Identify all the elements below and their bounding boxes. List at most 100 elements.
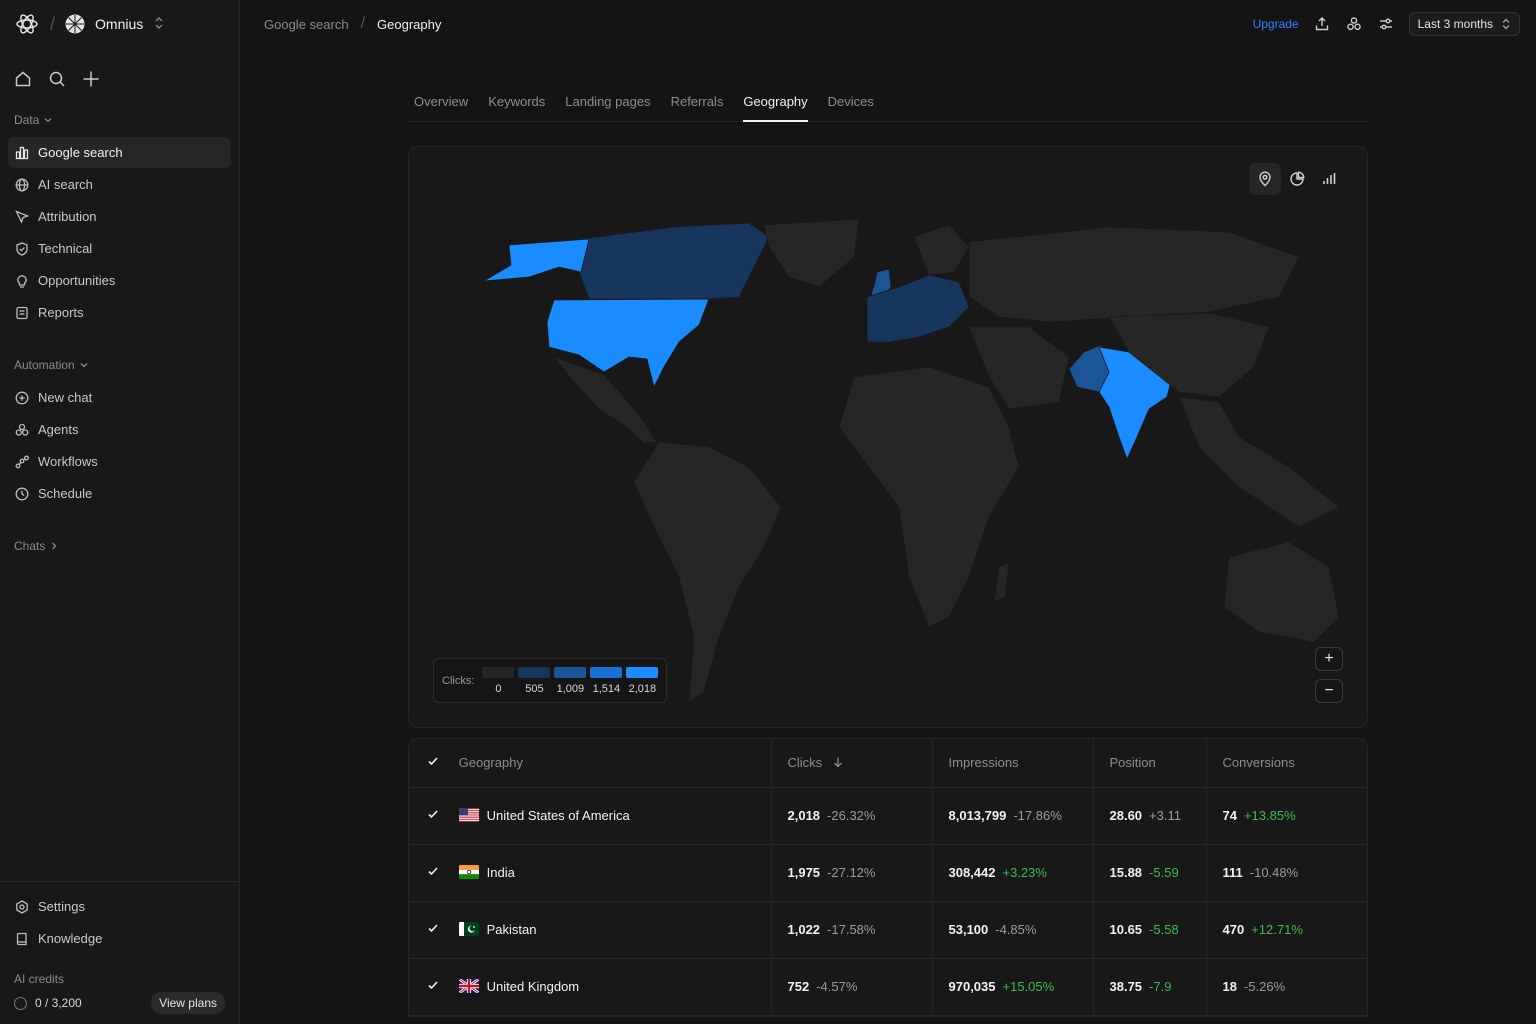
chats-section-header[interactable]: Chats — [0, 536, 239, 556]
data-section-header[interactable]: Data — [0, 110, 239, 130]
pie-chart-icon[interactable] — [1281, 163, 1313, 195]
sidebar-item-workflows[interactable]: Workflows — [8, 446, 231, 477]
map-canada — [558, 222, 770, 300]
sidebar-item-schedule[interactable]: Schedule — [8, 478, 231, 509]
map-pin-icon[interactable] — [1249, 163, 1281, 195]
sidebar-item-opportunities[interactable]: Opportunities — [8, 265, 231, 296]
legend-swatch — [626, 666, 659, 678]
impressions-header-label: Impressions — [948, 755, 1019, 771]
row-checkbox[interactable] — [427, 979, 441, 991]
table-row[interactable]: United States of America 2,018 -26.32% 8,… — [409, 787, 1367, 845]
tab-keywords[interactable]: Keywords — [488, 94, 546, 109]
filter-sliders-icon[interactable] — [1377, 15, 1395, 33]
position-delta: -5.58 — [1149, 922, 1179, 937]
sidebar-item-google-search[interactable]: Google search — [8, 137, 231, 168]
omnius-logo-icon[interactable] — [14, 11, 40, 37]
conversions-value: 470 — [1222, 922, 1245, 937]
geography-header[interactable]: Geography — [409, 739, 771, 788]
sidebar-item-label: Attribution — [38, 209, 97, 224]
position-value: 15.88 — [1109, 865, 1143, 880]
sidebar-item-label: Google search — [38, 145, 123, 160]
table-header-row: Geography Clicks Impressions Position Co… — [409, 739, 1367, 788]
date-range-select[interactable]: Last 3 months — [1408, 12, 1520, 36]
separator: / — [50, 13, 56, 34]
clicks-delta: -26.32% — [827, 808, 876, 823]
map-scandinavia — [913, 224, 970, 276]
position-header[interactable]: Position — [1092, 739, 1206, 788]
sidebar-item-new-chat[interactable]: New chat — [8, 382, 231, 413]
tab-overview[interactable]: Overview — [414, 94, 469, 109]
clicks-delta: -4.57% — [816, 979, 858, 994]
geography-map-card: + − Clicks: 0 505 1,009 1,514 2,018 — [408, 146, 1368, 728]
conversions-header[interactable]: Conversions — [1205, 739, 1367, 788]
workspace-header: / Omnius — [0, 0, 239, 48]
sidebar-item-attribution[interactable]: Attribution — [8, 201, 231, 232]
map-south-america — [633, 441, 782, 703]
main-content: Google search / Geography Upgrade Last 3… — [240, 0, 1536, 1024]
sidebar-item-label: Technical — [38, 241, 93, 256]
map-madagascar — [993, 561, 1010, 603]
bar-chart-icon — [15, 146, 29, 160]
sidebar-item-settings[interactable]: Settings — [8, 891, 231, 922]
clicks-header[interactable]: Clicks — [770, 739, 932, 788]
position-delta: -7.9 — [1149, 979, 1172, 994]
position-value: 10.65 — [1109, 922, 1143, 937]
chevron-down-icon — [44, 118, 52, 123]
tab-devices[interactable]: Devices — [827, 94, 874, 109]
agents-icon[interactable] — [1345, 15, 1363, 33]
row-checkbox[interactable] — [427, 922, 441, 934]
position-value: 28.60 — [1109, 808, 1143, 823]
country-name: United States of America — [486, 808, 630, 823]
geography-header-label: Geography — [458, 755, 523, 771]
legend-value: 0 — [495, 682, 502, 695]
sort-desc-icon — [833, 757, 842, 768]
sidebar: / Omnius Data Google search AI search — [0, 0, 240, 1024]
legend-value: 1,514 — [592, 682, 621, 695]
row-checkbox[interactable] — [427, 808, 441, 820]
sidebar-item-technical[interactable]: Technical — [8, 233, 231, 264]
sidebar-item-knowledge[interactable]: Knowledge — [8, 923, 231, 954]
home-icon[interactable] — [14, 70, 32, 88]
conversions-value: 74 — [1222, 808, 1237, 823]
table-row[interactable]: Pakistan 1,022 -17.58% 53,100 -4.85% 10.65… — [409, 901, 1367, 959]
legend-value: 2,018 — [628, 682, 657, 695]
bar-chart-icon[interactable] — [1313, 163, 1345, 195]
clock-icon — [15, 487, 29, 501]
row-checkbox[interactable] — [427, 865, 441, 877]
upgrade-link[interactable]: Upgrade — [1252, 17, 1299, 31]
search-icon[interactable] — [48, 70, 66, 88]
export-icon[interactable] — [1313, 15, 1331, 33]
table-row[interactable]: India 1,975 -27.12% 308,442 +3.23% 15.88 -5… — [409, 844, 1367, 902]
view-plans-button[interactable]: View plans — [151, 992, 225, 1014]
tab-geography[interactable]: Geography — [743, 84, 817, 122]
gear-icon — [15, 899, 29, 914]
breadcrumb-geography: Geography — [377, 16, 442, 32]
map-africa — [838, 366, 1020, 628]
map-usa — [546, 298, 710, 389]
world-map[interactable] — [409, 147, 1367, 727]
tab-landing-pages[interactable]: Landing pages — [565, 94, 651, 109]
sidebar-item-label: Workflows — [38, 454, 98, 469]
conversions-value: 111 — [1222, 865, 1243, 880]
sidebar-item-agents[interactable]: Agents — [8, 414, 231, 445]
automation-section-header[interactable]: Automation — [0, 355, 239, 375]
zoom-in-button[interactable]: + — [1315, 647, 1343, 671]
tab-referrals[interactable]: Referrals — [670, 94, 724, 109]
shield-icon — [15, 241, 29, 256]
impressions-header[interactable]: Impressions — [931, 739, 1093, 788]
table-row[interactable]: United Kingdom 752 -4.57% 970,035 +15.05% … — [409, 958, 1367, 1016]
sidebar-item-reports[interactable]: Reports — [8, 297, 231, 328]
conversions-value: 18 — [1222, 979, 1237, 994]
chevron-updown-icon[interactable] — [153, 16, 165, 33]
breadcrumb-google-search[interactable]: Google search — [264, 16, 349, 32]
globe-icon — [15, 178, 29, 192]
workspace-name[interactable]: Omnius — [95, 16, 144, 32]
zoom-out-button[interactable]: − — [1315, 679, 1343, 703]
conversions-delta: +12.71% — [1251, 922, 1303, 937]
sidebar-item-ai-search[interactable]: AI search — [8, 169, 231, 200]
select-all-checkbox[interactable] — [427, 755, 441, 767]
clicks-delta: -17.58% — [827, 922, 876, 937]
chevron-right-icon — [52, 542, 57, 550]
credits-value: 0 / 3,200 — [35, 996, 82, 1010]
plus-icon[interactable] — [82, 70, 100, 88]
